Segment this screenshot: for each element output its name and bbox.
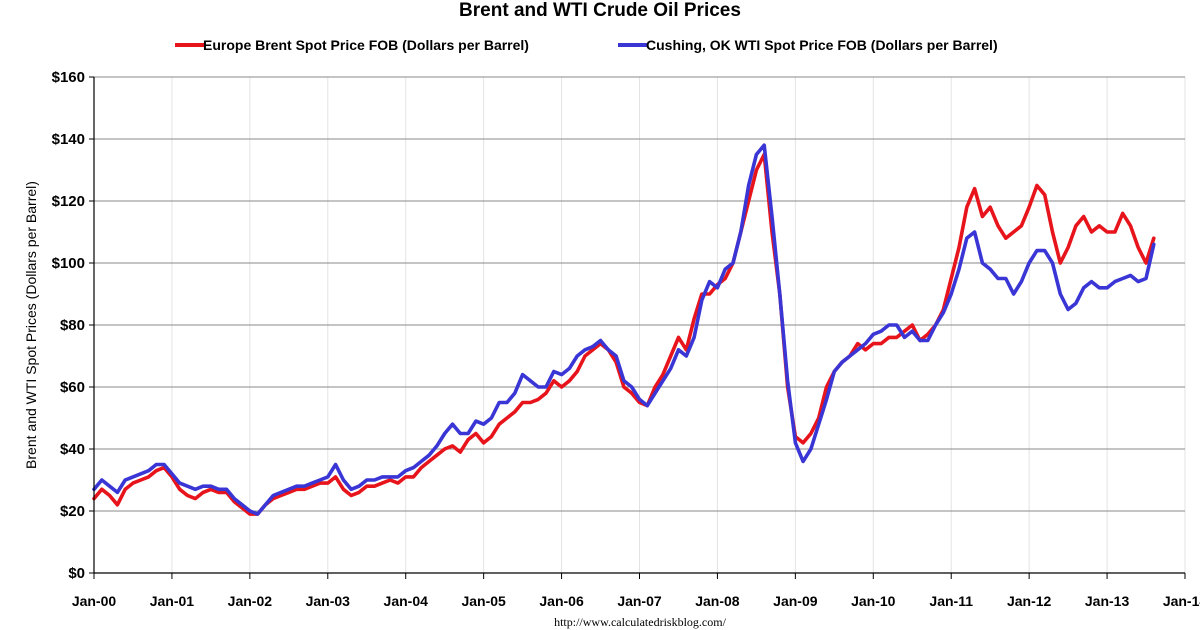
- x-tick-label: Jan-05: [461, 593, 506, 609]
- x-tick-label: Jan-12: [1007, 593, 1052, 609]
- x-tick-label: Jan-10: [851, 593, 896, 609]
- legend-item-wti: Cushing, OK WTI Spot Price FOB (Dollars …: [618, 37, 998, 53]
- x-tick-label: Jan-08: [695, 593, 740, 609]
- y-tick-label: $40: [60, 441, 85, 458]
- y-tick-label: $140: [52, 131, 85, 148]
- source-credit: http://www.calculatedriskblog.com/: [554, 615, 727, 629]
- series: [92, 143, 1156, 516]
- x-tick-label: Jan-04: [384, 593, 429, 609]
- chart-title: Brent and WTI Crude Oil Prices: [459, 0, 741, 21]
- x-tick-label: Jan-14: [1163, 593, 1200, 609]
- x-tick-label: Jan-13: [1085, 593, 1130, 609]
- y-tick-label: $60: [60, 379, 85, 396]
- y-tick-label: $80: [60, 317, 85, 334]
- x-tick-label: Jan-11: [929, 593, 973, 609]
- y-tick-label: $160: [52, 69, 85, 86]
- legend-label-brent: Europe Brent Spot Price FOB (Dollars per…: [203, 37, 529, 53]
- y-tick-label: $120: [52, 193, 85, 210]
- series-line-brent: [92, 152, 1156, 516]
- x-tick-label: Jan-00: [72, 593, 117, 609]
- x-tick-label: Jan-01: [150, 593, 195, 609]
- series-line-wti: [92, 143, 1156, 516]
- legend-label-wti: Cushing, OK WTI Spot Price FOB (Dollars …: [646, 37, 998, 53]
- x-tick-label: Jan-03: [306, 593, 351, 609]
- axes: $0 $20 $40 $60 $80 $100 $120 $140 $160 Jan-00 Jan-…: [52, 69, 1200, 609]
- legend: Europe Brent Spot Price FOB (Dollars per…: [175, 37, 998, 53]
- x-tick-label: Jan-06: [539, 593, 584, 609]
- y-tick-label: $100: [52, 255, 85, 272]
- grid: [94, 76, 1186, 573]
- y-tick-label: $20: [60, 503, 85, 520]
- y-tick-label: $0: [68, 565, 85, 582]
- x-tick-label: Jan-07: [617, 593, 662, 609]
- y-axis-label: Brent and WTI Spot Prices (Dollars per B…: [23, 181, 39, 469]
- x-tick-label: Jan-09: [773, 593, 818, 609]
- legend-item-brent: Europe Brent Spot Price FOB (Dollars per…: [175, 37, 529, 53]
- x-tick-label: Jan-02: [228, 593, 273, 609]
